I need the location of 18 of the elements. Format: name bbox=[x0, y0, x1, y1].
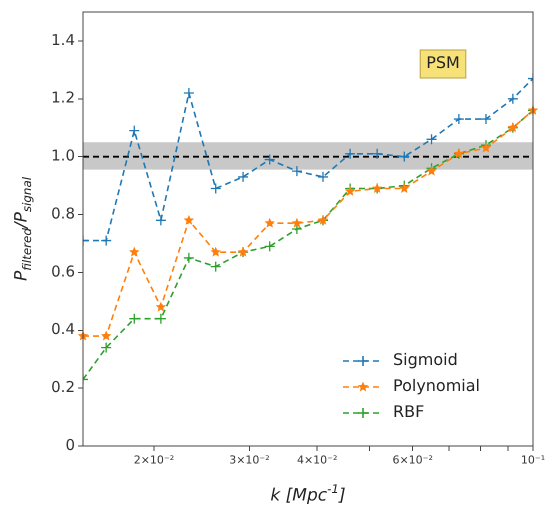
x-tick-label: 3×10⁻² bbox=[229, 453, 270, 466]
y-tick-label: 0.6 bbox=[51, 262, 75, 280]
legend-label: Sigmoid bbox=[393, 350, 458, 370]
x-tick-label: 10⁻¹ bbox=[520, 453, 546, 466]
x-tick-label: 6×10⁻² bbox=[392, 453, 433, 466]
y-axis-title: Pfiltered/Psignal bbox=[11, 176, 34, 282]
y-tick-label: 1.2 bbox=[51, 88, 75, 107]
y-tick-label: 0.4 bbox=[51, 320, 75, 338]
y-tick-label: 0.2 bbox=[51, 378, 75, 396]
y-tick-label: 1.0 bbox=[51, 146, 75, 165]
y-tick-label: 0.8 bbox=[51, 204, 75, 222]
annotation: PSM bbox=[426, 53, 460, 72]
x-tick-label: 2×10⁻² bbox=[134, 453, 174, 466]
legend-label: Polynomial bbox=[393, 376, 480, 396]
legend-label: RBF bbox=[393, 402, 424, 422]
y-tick-label: 0 bbox=[65, 436, 75, 454]
y-tick-label: 1.4 bbox=[51, 30, 75, 49]
x-tick-label: 4×10⁻² bbox=[296, 453, 338, 466]
